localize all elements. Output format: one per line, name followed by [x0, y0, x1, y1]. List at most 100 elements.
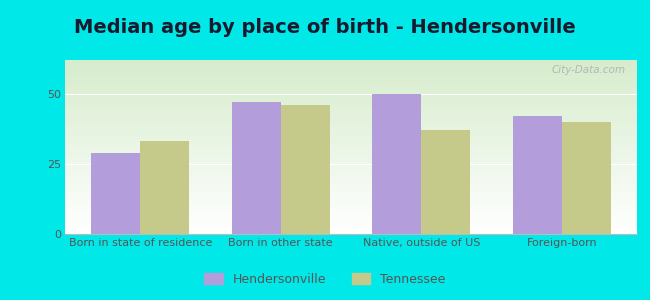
Bar: [65, 69, 637, 70]
Bar: [65, 130, 637, 131]
Bar: [65, 158, 637, 159]
Bar: [65, 173, 637, 175]
Bar: [65, 103, 637, 105]
Bar: [65, 100, 637, 102]
Bar: [65, 169, 637, 171]
Bar: [65, 185, 637, 187]
Bar: [65, 116, 637, 117]
Bar: [65, 72, 637, 74]
Bar: [65, 196, 637, 197]
Bar: [65, 121, 637, 123]
Bar: [65, 218, 637, 220]
Bar: [65, 229, 637, 230]
Bar: [65, 65, 637, 67]
Bar: [65, 74, 637, 76]
Bar: [65, 95, 637, 97]
Bar: [65, 159, 637, 161]
Bar: [65, 177, 637, 178]
Bar: [562, 122, 611, 234]
Bar: [65, 149, 637, 151]
Bar: [65, 70, 637, 72]
Bar: [65, 97, 637, 98]
Bar: [65, 224, 637, 225]
Bar: [65, 178, 637, 180]
Bar: [65, 98, 637, 100]
Bar: [65, 67, 637, 69]
Bar: [65, 232, 637, 234]
Bar: [65, 206, 637, 208]
Bar: [65, 145, 637, 147]
Bar: [65, 91, 637, 93]
Bar: [65, 136, 637, 138]
Bar: [65, 81, 637, 82]
Bar: [65, 133, 637, 135]
Bar: [65, 189, 637, 190]
Bar: [65, 220, 637, 222]
Bar: [65, 161, 637, 163]
Bar: [65, 84, 637, 86]
Bar: [65, 197, 637, 199]
Bar: [65, 124, 637, 126]
Bar: [65, 175, 637, 177]
Bar: [65, 225, 637, 227]
Bar: [65, 212, 637, 213]
Bar: [65, 110, 637, 112]
Bar: [65, 192, 637, 194]
Bar: [65, 82, 637, 84]
Bar: [65, 93, 637, 95]
Bar: [65, 86, 637, 88]
Bar: [65, 142, 637, 143]
Bar: [421, 130, 471, 234]
Bar: [65, 171, 637, 173]
Bar: [65, 194, 637, 196]
Bar: [65, 182, 637, 184]
Bar: [65, 102, 637, 103]
Bar: [65, 152, 637, 154]
Bar: [65, 112, 637, 114]
Bar: [281, 105, 330, 234]
Bar: [65, 109, 637, 110]
Bar: [65, 190, 637, 192]
Bar: [65, 90, 637, 91]
Text: Median age by place of birth - Hendersonville: Median age by place of birth - Henderson…: [74, 18, 576, 37]
Bar: [65, 184, 637, 185]
Bar: [65, 151, 637, 152]
Bar: [65, 60, 637, 62]
Bar: [65, 217, 637, 218]
Legend: Hendersonville, Tennessee: Hendersonville, Tennessee: [200, 268, 450, 291]
Bar: [65, 166, 637, 168]
Bar: [65, 199, 637, 201]
Bar: [65, 208, 637, 210]
Bar: [65, 147, 637, 149]
Bar: [65, 187, 637, 189]
Bar: [65, 123, 637, 124]
Bar: [65, 126, 637, 128]
Bar: [91, 153, 140, 234]
Text: City-Data.com: City-Data.com: [551, 65, 625, 75]
Bar: [65, 143, 637, 145]
Bar: [65, 114, 637, 116]
Bar: [65, 201, 637, 203]
Bar: [65, 140, 637, 142]
Bar: [65, 163, 637, 164]
Bar: [65, 164, 637, 166]
Bar: [65, 156, 637, 158]
Bar: [65, 64, 637, 65]
Bar: [65, 227, 637, 229]
Bar: [65, 135, 637, 137]
Bar: [65, 105, 637, 107]
Bar: [65, 76, 637, 77]
Bar: [65, 230, 637, 232]
Bar: [65, 222, 637, 224]
Bar: [65, 180, 637, 182]
Bar: [65, 215, 637, 217]
Bar: [65, 119, 637, 121]
Bar: [65, 117, 637, 119]
Bar: [65, 213, 637, 215]
Bar: [65, 88, 637, 90]
Bar: [513, 116, 562, 234]
Bar: [65, 62, 637, 64]
Bar: [65, 138, 637, 140]
Bar: [65, 204, 637, 206]
Bar: [65, 154, 637, 156]
